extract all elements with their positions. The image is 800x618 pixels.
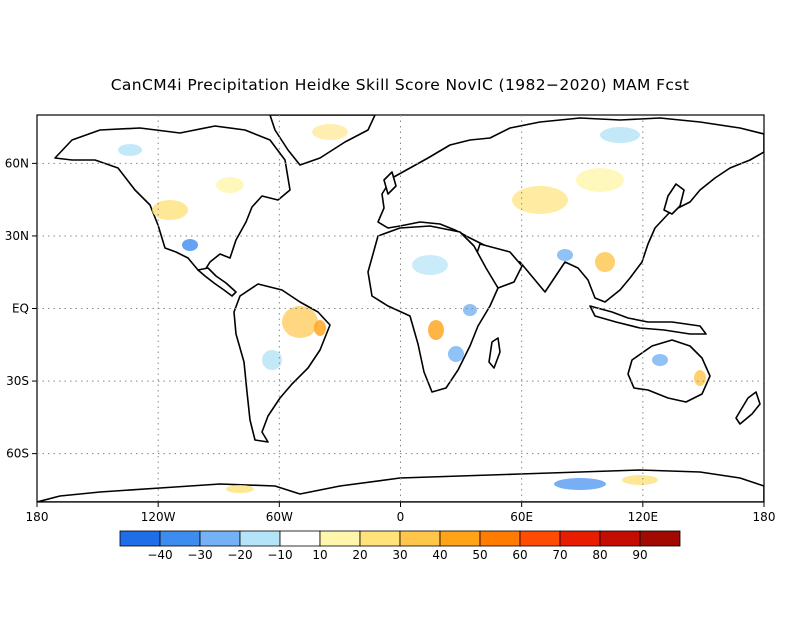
colorbar-label: 90	[632, 548, 647, 562]
lon-tick-label: 0	[397, 510, 405, 524]
lat-tick-label: 30N	[5, 229, 29, 243]
north-america-outline	[54, 125, 291, 271]
colorbar-label: 20	[352, 548, 367, 562]
gridlines	[37, 115, 764, 502]
map-title: CanCM4i Precipitation Heidke Skill Score…	[110, 76, 690, 94]
score-patch	[314, 320, 326, 336]
score-patch	[652, 354, 668, 366]
score-patch	[694, 370, 706, 386]
colorbar-swatch	[359, 530, 401, 547]
score-patch	[152, 200, 188, 220]
colorbar-swatch	[399, 530, 441, 547]
score-patch	[216, 177, 244, 193]
madagascar-outline	[488, 337, 501, 369]
indonesia-outline	[589, 305, 707, 335]
colorbar-swatch	[439, 530, 481, 547]
score-patch	[428, 320, 444, 340]
colorbar-label: −10	[267, 548, 292, 562]
score-patch	[595, 252, 615, 272]
score-patch	[262, 350, 282, 370]
colorbar-label: −40	[147, 548, 172, 562]
lat-tick-label: EQ	[12, 302, 29, 316]
colorbar-label: 30	[392, 548, 407, 562]
score-patch	[282, 306, 318, 338]
australia-outline	[627, 339, 711, 403]
score-patch	[554, 478, 606, 490]
lon-tick-label: 120E	[628, 510, 659, 524]
lon-tick-label: 180	[753, 510, 776, 524]
axis-ticks: 180 120W 60W 0 60E 120E 180 60N 30N EQ 30S 60S	[5, 156, 776, 524]
score-patch	[312, 124, 348, 140]
lat-tick-label: 60N	[5, 156, 29, 170]
south-america-outline	[233, 283, 331, 443]
score-patch	[600, 127, 640, 143]
greenland-outline	[269, 115, 376, 166]
colorbar-swatch	[519, 530, 561, 547]
colorbar-swatch	[279, 530, 321, 547]
colorbar-label: 40	[432, 548, 447, 562]
colorbar-swatch	[119, 530, 161, 547]
colorbar-label: −30	[187, 548, 212, 562]
colorbar-label: −20	[227, 548, 252, 562]
score-patch	[118, 144, 142, 156]
lat-tick-label: 60S	[6, 447, 29, 461]
lat-tick-label: 30S	[6, 374, 29, 388]
score-patch	[182, 239, 198, 251]
colorbar-swatch	[239, 530, 281, 547]
score-patch	[622, 475, 658, 485]
colorbar-swatch	[599, 530, 641, 547]
colorbar-label: 80	[592, 548, 607, 562]
colorbar-swatch	[639, 530, 681, 547]
lon-tick-label: 120W	[141, 510, 176, 524]
lon-tick-label: 60W	[266, 510, 293, 524]
lon-tick-label: 60E	[510, 510, 533, 524]
british-isles-outline	[383, 171, 397, 195]
score-patch	[576, 168, 624, 192]
score-patch	[412, 255, 448, 275]
score-patch	[448, 346, 464, 362]
colorbar-swatch	[559, 530, 601, 547]
colorbar-swatch	[319, 530, 361, 547]
central-america-outline	[197, 267, 237, 297]
japan-outline	[663, 183, 685, 215]
colorbar: −40 −30 −20 −10 10 20 30 40 50 60 70 80 90	[119, 530, 681, 562]
score-patch	[463, 304, 477, 316]
score-patch	[226, 485, 254, 493]
colorbar-swatch	[479, 530, 521, 547]
colorbar-label: 50	[472, 548, 487, 562]
score-patch	[512, 186, 568, 214]
colorbar-swatch	[199, 530, 241, 547]
colorbar-swatch	[159, 530, 201, 547]
colorbar-label: 10	[312, 548, 327, 562]
antarctica-outline	[37, 469, 764, 502]
continents	[37, 115, 764, 502]
colorbar-label: 60	[512, 548, 527, 562]
new-zealand-outline	[735, 391, 761, 425]
skill-score-field	[118, 124, 706, 493]
score-patch	[557, 249, 573, 261]
colorbar-label: 70	[552, 548, 567, 562]
lon-tick-label: 180	[26, 510, 49, 524]
